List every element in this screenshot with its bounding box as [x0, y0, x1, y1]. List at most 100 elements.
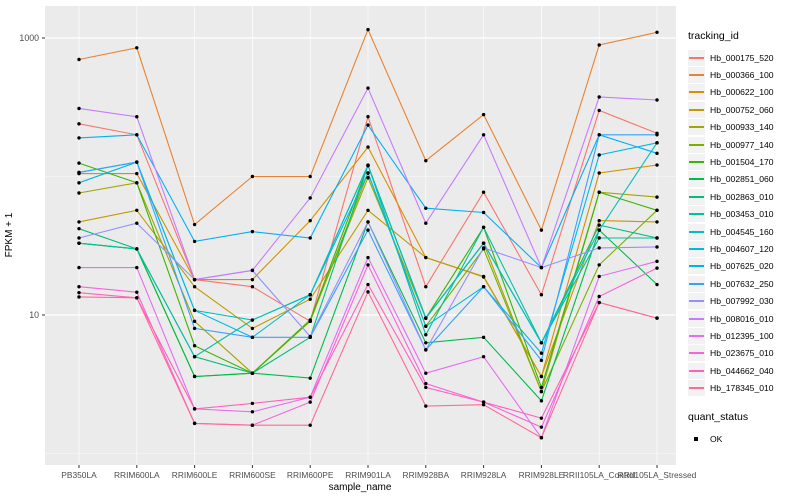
data-point [481, 354, 486, 359]
data-point [597, 228, 601, 232]
data-point [192, 277, 197, 282]
legend-key-line [689, 247, 704, 250]
data-point [424, 255, 428, 260]
data-point [135, 247, 139, 251]
data-point [481, 246, 486, 250]
legend-label: Hb_007632_250 [710, 278, 774, 289]
data-point [192, 407, 197, 411]
legend-label: Hb_002851_060 [710, 174, 774, 185]
data-point [308, 395, 312, 399]
data-point [424, 341, 428, 345]
data-point [250, 277, 255, 282]
legend-key-swatch [688, 67, 705, 84]
data-point [424, 206, 428, 210]
quant-point-icon [694, 436, 698, 441]
data-point [77, 122, 81, 126]
legend-key-swatch [688, 310, 705, 327]
legend-item-Hb_000366_100: Hb_000366_100 [688, 66, 798, 84]
legend-label: Hb_008016_010 [710, 313, 774, 324]
data-point [481, 403, 486, 407]
data-point [424, 404, 428, 408]
data-point [192, 354, 197, 359]
x-tick-label: RRIM600PE [287, 470, 334, 480]
legend-label: Hb_044662_040 [710, 365, 774, 376]
data-point [597, 171, 601, 175]
data-point [481, 400, 486, 404]
data-point [539, 228, 544, 232]
legend-key-swatch [688, 240, 705, 257]
data-point [135, 133, 139, 137]
legend-key-line [689, 317, 704, 320]
data-point [655, 266, 659, 270]
legend-key-line [689, 334, 704, 337]
data-point [135, 115, 139, 119]
data-point [366, 115, 370, 119]
x-tick-label: RRIM600LE [172, 470, 218, 480]
legend-title-quant-status: quant_status [688, 410, 749, 423]
data-point [655, 195, 659, 199]
data-point [597, 108, 601, 113]
data-point [192, 344, 197, 348]
data-point [308, 174, 312, 179]
data-point [481, 335, 486, 340]
data-point [424, 285, 428, 289]
data-point [424, 316, 428, 320]
legend-item-Hb_008016_010: Hb_008016_010 [688, 310, 798, 327]
x-tick-label: RRIM901LA [345, 470, 391, 480]
data-point [77, 220, 81, 224]
data-point [77, 181, 81, 185]
data-point [77, 161, 81, 165]
data-point [597, 236, 601, 240]
data-point [250, 318, 255, 322]
data-point [655, 236, 659, 240]
data-point [135, 290, 139, 294]
data-point [135, 208, 139, 213]
legend-key-line [689, 387, 704, 390]
data-point [481, 241, 486, 245]
legend-label: Hb_007992_030 [710, 296, 774, 307]
legend-key-line [689, 126, 704, 129]
data-point [366, 171, 370, 175]
data-point [77, 170, 81, 175]
data-point [424, 348, 428, 352]
data-point [366, 145, 370, 149]
x-tick-label: RRIM928BA [403, 470, 450, 480]
data-point [77, 106, 81, 111]
legend-key-swatch [688, 49, 705, 66]
data-point [597, 223, 601, 227]
data-point [366, 86, 370, 90]
legend-key-line [689, 143, 704, 146]
data-point [135, 46, 139, 50]
data-point [597, 294, 601, 299]
data-point [655, 151, 659, 156]
data-point [366, 123, 370, 127]
legend-item-Hb_002851_060: Hb_002851_060 [688, 171, 798, 188]
data-point [192, 421, 197, 426]
legend-key-swatch [688, 258, 705, 275]
legend-item-Hb_004607_120: Hb_004607_120 [688, 240, 798, 257]
data-point [192, 285, 197, 289]
data-point [539, 389, 544, 394]
data-point [250, 401, 255, 406]
legend-item-Hb_000752_060: Hb_000752_060 [688, 101, 798, 118]
data-point [655, 282, 659, 287]
data-point [655, 220, 659, 224]
legend-key-line [689, 178, 704, 181]
legend-key-swatch [688, 136, 705, 153]
legend-key-swatch [688, 293, 705, 310]
data-point [424, 333, 428, 337]
legend-item-Hb_002863_010: Hb_002863_010 [688, 188, 798, 205]
legend-key-swatch [688, 119, 705, 136]
legend-label: Hb_000622_100 [710, 87, 774, 98]
data-point [308, 236, 312, 240]
data-point [655, 245, 659, 249]
quant-label: OK [710, 433, 723, 444]
data-point [366, 255, 370, 260]
legend-item-Hb_007625_020: Hb_007625_020 [688, 258, 798, 275]
y-axis-title: FPKM + 1 [4, 212, 15, 257]
data-point [597, 133, 601, 137]
data-point [77, 191, 81, 195]
legend-key-line [689, 300, 704, 303]
data-point [655, 141, 659, 145]
